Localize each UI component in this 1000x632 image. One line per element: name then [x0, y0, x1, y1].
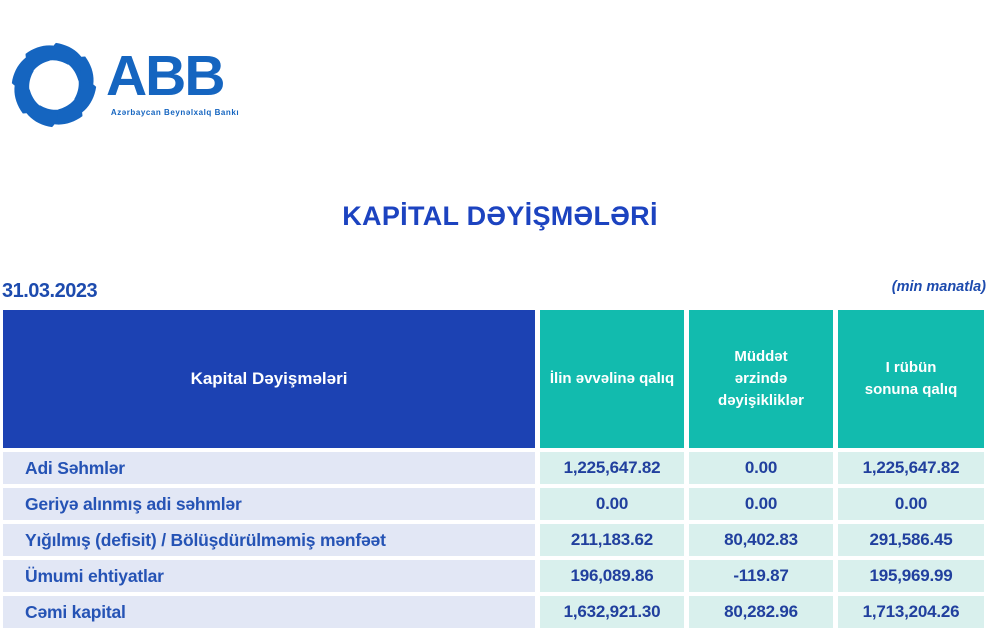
row-label-total-capital: Cəmi kapital [3, 596, 535, 628]
value-cell: 196,089.86 [540, 560, 684, 592]
report-date: 31.03.2023 [2, 280, 98, 302]
col-header-capital-changes: Kapital Dəyişmələri [3, 310, 535, 448]
value-cell: 211,183.62 [540, 524, 684, 556]
col-header-period-changes: Müddət ərzində dəyişikliklər [689, 310, 833, 448]
page-title: KAPİTAL DƏYİŞMƏLƏRİ [342, 201, 658, 231]
value-cell: 0.00 [689, 452, 833, 484]
value-cell: 80,282.96 [689, 596, 833, 628]
row-label-retained-earnings: Yığılmış (defisit) / Bölüşdürülməmiş mən… [3, 524, 535, 556]
logo-subtitle: Azərbaycan Beynəlxalq Bankı [110, 108, 240, 117]
value-cell: 1,225,647.82 [838, 452, 984, 484]
col-header-opening-balance: İlin əvvəlinə qalıq [540, 310, 684, 448]
row-label-treasury-shares: Geriyə alınmış adi səhmlər [3, 488, 535, 520]
abb-logo: ABB Azərbaycan Beynəlxalq Bankı [8, 36, 244, 134]
value-cell: 0.00 [838, 488, 984, 520]
row-label-general-reserves: Ümumi ehtiyatlar [3, 560, 535, 592]
value-cell: 80,402.83 [689, 524, 833, 556]
unit-note: (min manatla) [891, 279, 986, 295]
value-cell: -119.87 [689, 560, 833, 592]
value-cell: 195,969.99 [838, 560, 984, 592]
col-header-quarter-end-balance: I rübün sonuna qalıq [838, 310, 984, 448]
capital-changes-table: Kapital Dəyişmələri İlin əvvəlinə qalıq … [3, 310, 984, 628]
logo-wordmark: ABB [106, 44, 226, 108]
row-label-ordinary-shares: Adi Səhmlər [3, 452, 535, 484]
logo-text-block: ABB Azərbaycan Beynəlxalq Bankı [106, 44, 244, 118]
value-cell: 0.00 [540, 488, 684, 520]
value-cell: 0.00 [689, 488, 833, 520]
value-cell: 1,713,204.26 [838, 596, 984, 628]
logo-swirl-icon [8, 36, 100, 134]
value-cell: 291,586.45 [838, 524, 984, 556]
value-cell: 1,225,647.82 [540, 452, 684, 484]
value-cell: 1,632,921.30 [540, 596, 684, 628]
